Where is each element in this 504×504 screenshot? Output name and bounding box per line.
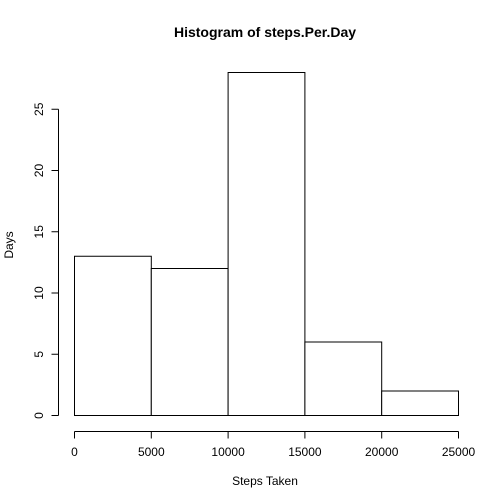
x-axis: 0 5000 10000 15000 20000 25000 xyxy=(71,431,476,459)
x-tick-label: 20000 xyxy=(365,445,399,459)
histogram-bar xyxy=(381,390,460,416)
x-tick-label: 25000 xyxy=(442,445,476,459)
y-tick-label: 25 xyxy=(32,102,46,116)
y-tick-label: 20 xyxy=(32,164,46,178)
histogram-bar xyxy=(74,255,152,416)
x-tick-label: 10000 xyxy=(211,445,245,459)
x-tick-label: 15000 xyxy=(288,445,322,459)
y-tick-label: 0 xyxy=(32,412,46,419)
y-tick-label: 5 xyxy=(32,351,46,358)
histogram-bar xyxy=(304,341,383,416)
y-tick-label: 10 xyxy=(32,286,46,300)
x-tick-label: 5000 xyxy=(138,445,165,459)
y-tick-label: 15 xyxy=(32,225,46,239)
histogram-bar xyxy=(227,72,306,416)
x-tick-label: 0 xyxy=(71,445,78,459)
x-axis-label: Steps Taken xyxy=(232,474,298,488)
histogram-bar xyxy=(150,268,229,416)
bars-group xyxy=(74,72,460,416)
y-axis-label: Days xyxy=(2,231,16,258)
chart-title: Histogram of steps.Per.Day xyxy=(174,24,356,40)
y-axis: 0 5 10 15 20 25 xyxy=(32,102,59,419)
